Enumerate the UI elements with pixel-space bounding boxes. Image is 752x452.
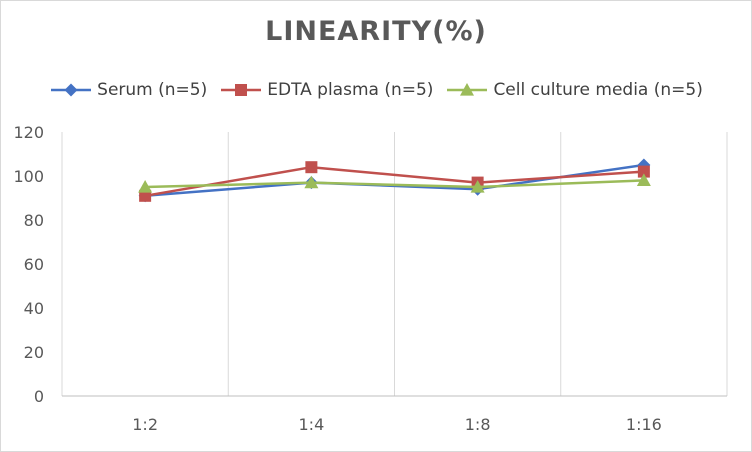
legend-swatch-cell-culture-media [447, 83, 488, 96]
legend-label-cell-culture-media: Cell culture media (n=5) [493, 80, 703, 100]
x-tick-label: 1:8 [465, 415, 491, 434]
x-tick-label: 1:16 [626, 415, 662, 434]
legend-marker-serum [64, 83, 78, 97]
data-point-cell-culture-media [138, 180, 153, 193]
y-tick-label: 100 [13, 167, 44, 186]
y-tick-label: 80 [24, 211, 44, 230]
chart-legend: Serum (n=5) EDTA plasma (n=5) Cell cultu… [0, 80, 752, 100]
legend-swatch-serum [51, 83, 92, 97]
x-tick-label: 1:2 [132, 415, 158, 434]
data-point-edta-plasma [637, 165, 650, 178]
legend-item-cell-culture-media: Cell culture media (n=5) [445, 80, 703, 100]
series-line-edta-plasma [144, 165, 644, 198]
legend-marker-edta-plasma [235, 84, 248, 96]
chart-title: LINEARITY(%) [265, 16, 487, 47]
x-tick-label: 1:4 [299, 415, 325, 434]
legend-label-edta-plasma: EDTA plasma (n=5) [267, 80, 434, 100]
y-tick-label: 120 [13, 123, 44, 142]
y-tick-label: 40 [24, 299, 44, 318]
data-point-edta-plasma [139, 189, 152, 202]
legend-swatch-edta-plasma [221, 84, 262, 96]
legend-label-serum: Serum (n=5) [97, 80, 208, 100]
y-tick-label: 60 [24, 255, 44, 274]
series-line-cell-culture-media [145, 179, 644, 189]
legend-item-serum: Serum (n=5) [49, 80, 207, 100]
data-point-cell-culture-media [470, 180, 485, 193]
y-tick-label: 0 [34, 387, 44, 406]
data-point-cell-culture-media [304, 175, 319, 189]
legend-marker-cell-culture-media [460, 83, 475, 96]
y-tick-label: 20 [24, 343, 44, 362]
data-point-cell-culture-media [636, 173, 651, 186]
data-point-edta-plasma [305, 161, 318, 174]
legend-item-edta-plasma: EDTA plasma (n=5) [219, 80, 433, 100]
